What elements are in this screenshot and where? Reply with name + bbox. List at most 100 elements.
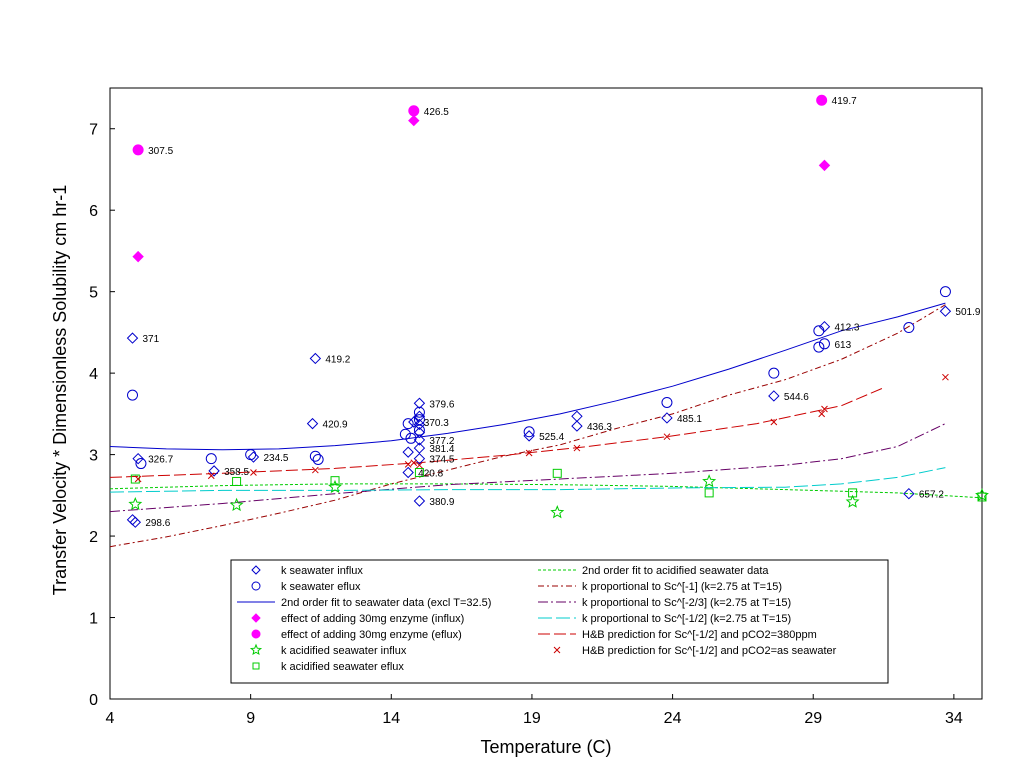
data-point-k-seawater-influx: [208, 465, 220, 477]
data-point-effect-of-adding-30mg-enzyme-influx: [132, 250, 144, 263]
legend-label: H&B prediction for Sc^[-1/2] and pCO2=38…: [582, 629, 817, 641]
data-point-k-seawater-eflux: [309, 450, 321, 462]
plot-frame: [109, 87, 983, 700]
point-label: 657.2: [919, 490, 944, 501]
x-tick-label: 19: [523, 710, 541, 727]
point-label: 371: [143, 334, 160, 345]
point-label: 426.5: [424, 107, 449, 118]
data-point-k-acidified-seawater-eflux: [704, 488, 714, 498]
data-point-k-seawater-eflux: [413, 406, 425, 418]
data-point-k-seawater-influx: [413, 452, 426, 465]
data-point-k-seawater-eflux: [903, 322, 915, 334]
legend-marker-k-acidified-seawater-eflux: [252, 662, 260, 670]
legend-label: effect of adding 30mg enzyme (eflux): [281, 629, 462, 641]
series-line-k-proportional-to-sc-1-k-2-75-at-t-15: [109, 304, 946, 548]
data-point-effect-of-adding-30mg-enzyme-eflux: [408, 105, 420, 117]
legend-box: [230, 559, 889, 684]
data-point-k-seawater-influx: [413, 495, 426, 507]
data-point-k-seawater-eflux: [813, 341, 825, 353]
y-tick-label: 2: [89, 529, 98, 546]
data-point-k-seawater-eflux: [127, 389, 139, 401]
series-line-h-b-prediction-for-sc-1-2-and-pco2-380ppm: [109, 387, 884, 478]
data-point-k-seawater-eflux: [661, 396, 673, 408]
data-point-k-seawater-eflux: [312, 453, 324, 465]
point-label: 358.5: [224, 467, 249, 478]
data-point-h-b-prediction-for-sc-1-2-and-pco2-as-seawater: [134, 475, 142, 483]
x-tick-label: 9: [246, 710, 255, 727]
data-point-k-acidified-seawater-influx: [328, 479, 342, 494]
series-line-2nd-order-fit-to-seawater-data-excl-t-32-5: [109, 302, 946, 451]
legend-label: H&B prediction for Sc^[-1/2] and pCO2=as…: [582, 645, 837, 657]
data-point-h-b-prediction-for-sc-1-2-and-pco2-as-seawater: [525, 449, 533, 457]
point-label: 298.6: [145, 518, 170, 529]
point-label: 525.4: [539, 432, 564, 443]
point-label: 381.4: [429, 444, 454, 455]
data-point-k-seawater-eflux: [405, 432, 417, 444]
data-point-k-seawater-influx: [306, 417, 319, 430]
data-point-h-b-prediction-for-sc-1-2-and-pco2-as-seawater: [311, 466, 319, 474]
data-point-k-seawater-influx: [132, 452, 144, 465]
x-tick-label: 14: [382, 710, 400, 727]
data-point-k-seawater-eflux: [245, 449, 257, 461]
y-tick-label: 6: [89, 203, 98, 220]
y-axis-title: Transfer Velocity * Dimensionless Solubi…: [50, 185, 70, 595]
data-point-k-seawater-eflux: [818, 338, 830, 350]
data-point-k-seawater-influx: [309, 352, 322, 365]
data-point-h-b-prediction-for-sc-1-2-and-pco2-as-seawater: [404, 461, 412, 468]
data-point-effect-of-adding-30mg-enzyme-eflux: [816, 94, 828, 106]
legend-marker-k-seawater-eflux: [251, 581, 261, 591]
data-point-k-seawater-influx: [402, 466, 414, 479]
data-point-k-seawater-influx: [523, 430, 535, 442]
data-point-k-acidified-seawater-influx: [229, 497, 244, 512]
data-point-k-seawater-influx: [129, 516, 142, 528]
data-point-k-acidified-seawater-eflux: [130, 474, 140, 484]
point-label: 420.8: [418, 469, 443, 480]
data-point-h-b-prediction-for-sc-1-2-and-pco2-as-seawater: [821, 405, 828, 413]
legend-label: k acidified seawater eflux: [281, 661, 404, 673]
legend-label: k seawater influx: [281, 565, 363, 577]
data-point-h-b-prediction-for-sc-1-2-and-pco2-as-seawater: [573, 444, 581, 452]
data-point-k-acidified-seawater-influx: [128, 497, 143, 511]
data-point-k-acidified-seawater-influx: [845, 494, 860, 508]
x-axis-title: Temperature (C): [480, 737, 611, 757]
legend-label: effect of adding 30mg enzyme (influx): [281, 613, 464, 625]
x-tick-label: 34: [945, 710, 963, 727]
data-point-k-seawater-influx: [126, 332, 139, 344]
data-point-h-b-prediction-for-sc-1-2-and-pco2-as-seawater: [770, 418, 778, 426]
data-point-h-b-prediction-for-sc-1-2-and-pco2-as-seawater: [207, 472, 215, 480]
data-point-k-seawater-eflux: [523, 426, 535, 438]
data-point-k-seawater-influx: [413, 410, 426, 423]
point-label: 613: [834, 340, 851, 351]
x-tick-label: 4: [106, 710, 115, 727]
legend-label: 2nd order fit to acidified seawater data: [582, 565, 769, 577]
point-label: 234.5: [263, 453, 288, 464]
y-tick-label: 0: [89, 692, 98, 709]
y-tick-label: 4: [89, 366, 98, 383]
point-label: 501.9: [955, 307, 980, 318]
series-line-k-proportional-to-sc-1-2-k-2-75-at-t-15: [109, 467, 946, 493]
y-tick-label: 5: [89, 285, 98, 302]
legend-label: k proportional to Sc^[-1/2] (k=2.75 at T…: [582, 613, 791, 625]
point-label: 377.2: [429, 436, 454, 447]
legend-label: k acidified seawater influx: [281, 645, 407, 657]
data-point-effect-of-adding-30mg-enzyme-eflux: [132, 144, 144, 156]
data-point-k-seawater-influx: [402, 446, 414, 458]
data-point-k-seawater-influx: [768, 390, 780, 402]
legend: k seawater influx k seawater eflux 2nd ord…: [230, 559, 889, 684]
point-labels: 307.5 426.5 419.7 371 419.2 420.9 379.6 370.3 32…: [143, 96, 981, 529]
point-label: 420.9: [323, 420, 348, 431]
y-tick-label: 7: [89, 122, 98, 139]
data-point-k-seawater-influx: [818, 320, 831, 333]
data-point-k-acidified-seawater-influx: [550, 505, 565, 519]
data-point-k-seawater-eflux: [399, 428, 411, 440]
data-point-k-seawater-eflux: [413, 414, 425, 426]
point-label: 419.7: [832, 96, 857, 107]
data-point-k-seawater-influx: [661, 412, 673, 424]
data-point-k-acidified-seawater-eflux: [552, 468, 562, 478]
point-label: 307.5: [148, 146, 173, 157]
data-point-effect-of-adding-30mg-enzyme-influx: [408, 114, 420, 127]
data-point-k-acidified-seawater-eflux: [977, 492, 987, 502]
